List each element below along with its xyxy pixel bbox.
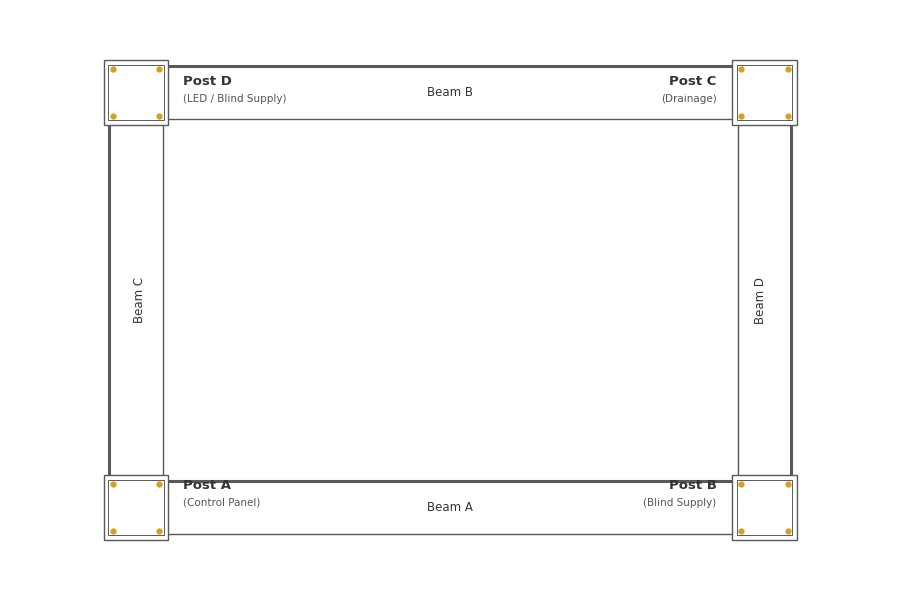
Text: (Control Panel): (Control Panel) bbox=[184, 497, 261, 508]
Bar bbox=[108, 65, 164, 120]
Bar bbox=[732, 475, 796, 540]
Text: (Drainage): (Drainage) bbox=[661, 94, 716, 104]
Text: Beam A: Beam A bbox=[428, 501, 473, 514]
Text: Beam D: Beam D bbox=[754, 277, 768, 323]
Bar bbox=[108, 480, 164, 535]
Bar bbox=[104, 475, 168, 540]
Bar bbox=[736, 480, 792, 535]
Text: Beam C: Beam C bbox=[132, 277, 146, 323]
Text: (LED / Blind Supply): (LED / Blind Supply) bbox=[184, 94, 287, 104]
Text: Post D: Post D bbox=[184, 74, 232, 88]
Bar bbox=[732, 60, 796, 125]
Bar bbox=[104, 60, 168, 125]
Text: (Blind Supply): (Blind Supply) bbox=[644, 497, 716, 508]
Text: Beam B: Beam B bbox=[427, 86, 473, 99]
Text: Post B: Post B bbox=[669, 479, 716, 492]
Text: Post C: Post C bbox=[670, 74, 716, 88]
Bar bbox=[736, 65, 792, 120]
Text: Post A: Post A bbox=[184, 479, 231, 492]
